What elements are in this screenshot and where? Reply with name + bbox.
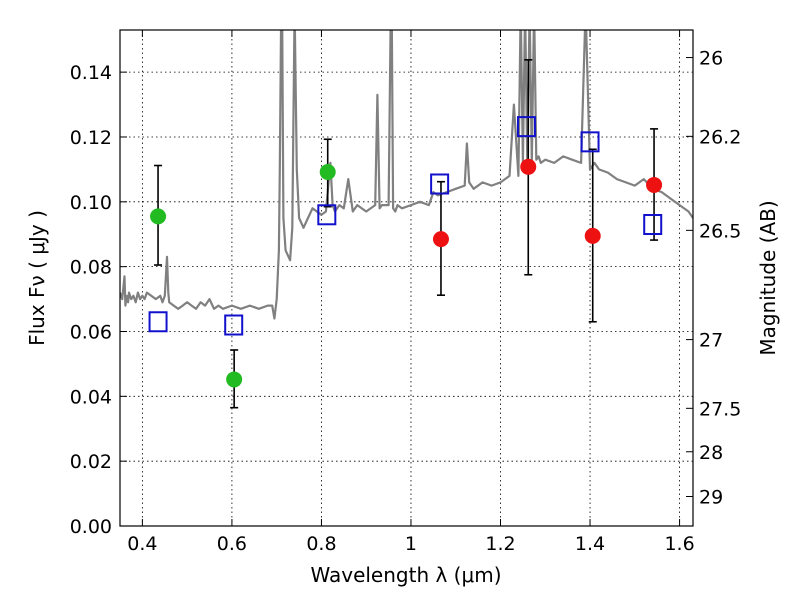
right-tick-label: 28 [699, 442, 723, 464]
model-flux-box [317, 204, 337, 226]
x-tick-label: 0.8 [306, 533, 336, 555]
red-data-point [432, 231, 449, 248]
right-tick-label: 29 [699, 486, 723, 508]
model-flux-box [516, 116, 536, 138]
model-flux-box [224, 314, 244, 336]
y-tick-label: 0.04 [70, 386, 112, 408]
red-data-point [584, 227, 601, 244]
y-tick-label: 0.06 [70, 321, 112, 343]
plot-frame [119, 29, 694, 527]
y-tick-label: 0.08 [70, 257, 112, 279]
model-flux-box [643, 214, 663, 236]
axis-ticks: 0.4 0.6 0.8 1 1.2 1.4 1.6 0.00 0.02 0.04 0.06 0.08 0… [70, 30, 741, 555]
right-tick-label: 26.5 [699, 220, 741, 242]
right-axis-label: Magnitude (AB) [756, 200, 780, 355]
data-markers [148, 116, 663, 388]
red-data-point [520, 158, 537, 175]
x-tick-label: 1 [405, 533, 417, 555]
red-data-point [646, 176, 663, 193]
y-axis-label: Flux Fν ( μJy ) [25, 210, 49, 346]
y-tick-label: 0.12 [70, 127, 112, 149]
x-tick-label: 1.4 [575, 533, 605, 555]
grid [120, 30, 693, 527]
x-axis-label: Wavelength λ (μm) [310, 563, 501, 587]
right-tick-label: 27 [699, 330, 723, 352]
y-tick-label: 0.00 [70, 516, 112, 538]
x-tick-label: 0.4 [127, 533, 157, 555]
x-tick-label: 1.6 [664, 533, 694, 555]
plot-background [120, 30, 693, 526]
right-tick-label: 27.5 [699, 398, 741, 420]
model-flux-box [148, 311, 168, 333]
model-flux-box [580, 131, 600, 153]
right-tick-label: 26.2 [699, 126, 741, 148]
green-data-point [319, 163, 336, 180]
x-tick-label: 1.2 [485, 533, 515, 555]
plot-area [120, 30, 693, 409]
green-data-point [150, 208, 167, 225]
y-tick-label: 0.02 [70, 451, 112, 473]
model-spectrum-line [120, 30, 693, 320]
green-data-point [226, 371, 243, 388]
y-tick-label: 0.10 [70, 192, 112, 214]
right-tick-label: 26 [699, 48, 723, 70]
y-tick-label: 0.14 [70, 62, 112, 84]
x-tick-label: 0.6 [217, 533, 247, 555]
model-flux-box [430, 173, 450, 195]
